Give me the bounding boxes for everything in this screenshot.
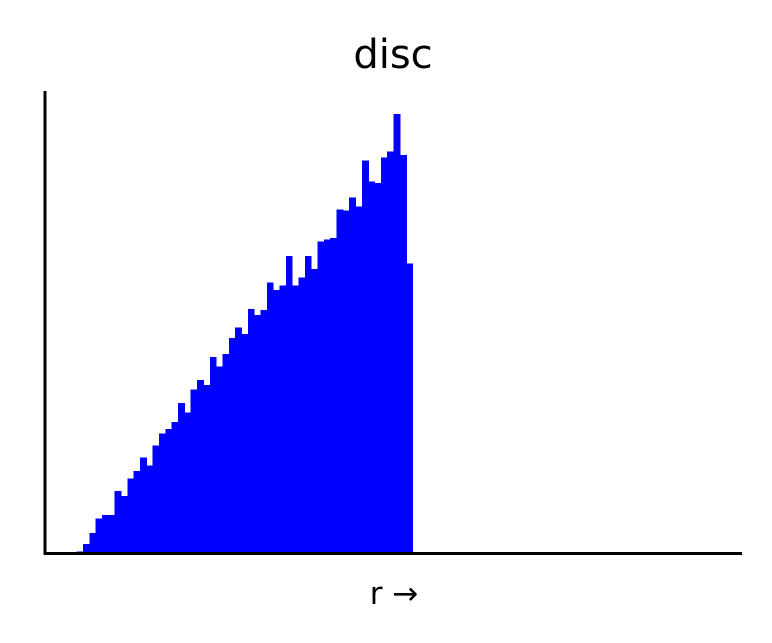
histogram-bar xyxy=(108,514,116,553)
histogram-bar xyxy=(114,491,122,553)
histogram-bar xyxy=(292,285,300,553)
histogram-bar xyxy=(254,315,262,553)
histogram-bar xyxy=(361,160,369,553)
histogram-bar xyxy=(171,422,179,553)
histogram-bar xyxy=(178,402,185,553)
histogram-bar xyxy=(102,514,109,553)
histogram-bar xyxy=(184,412,192,553)
histogram-bar xyxy=(317,241,325,553)
histogram-bar xyxy=(228,337,236,553)
histogram-bar xyxy=(336,209,344,553)
histogram-bar xyxy=(133,470,141,553)
histogram-bar xyxy=(95,518,103,553)
histogram-bar xyxy=(216,366,224,553)
histogram-bar xyxy=(311,268,319,553)
histogram-bar xyxy=(222,354,230,553)
histogram-bar xyxy=(406,263,414,553)
histogram-bar xyxy=(209,357,217,553)
histogram-bar xyxy=(241,333,249,553)
histogram-bar xyxy=(159,433,166,553)
histogram-bar xyxy=(380,157,388,553)
histogram-bar xyxy=(83,543,90,553)
histogram-bar xyxy=(355,206,363,553)
histogram-bar xyxy=(304,255,312,554)
histogram-bar xyxy=(197,380,205,553)
histogram-bar xyxy=(152,445,160,553)
histogram-bar xyxy=(368,181,376,554)
histogram-bar xyxy=(279,285,287,553)
histogram-bar xyxy=(146,465,154,553)
histogram-bar xyxy=(247,308,255,553)
histogram-bar xyxy=(342,210,350,553)
histogram-bar xyxy=(266,282,274,553)
histogram-bar xyxy=(190,389,198,553)
histogram-bars xyxy=(76,114,414,554)
histogram-bar xyxy=(127,478,135,553)
histogram-bar xyxy=(298,277,306,553)
histogram-bar xyxy=(260,309,268,553)
histogram-bar xyxy=(323,239,331,554)
histogram-bar xyxy=(121,495,128,553)
histogram-bar xyxy=(374,182,382,554)
histogram-bar xyxy=(387,151,395,553)
histogram-bar xyxy=(235,327,243,553)
histogram-bar xyxy=(285,256,293,553)
histogram-bar xyxy=(349,197,357,553)
chart-title: disc xyxy=(353,32,432,78)
histogram-bar xyxy=(140,457,147,553)
histogram-bar xyxy=(203,384,211,553)
histogram-bar xyxy=(89,532,97,553)
histogram-bar xyxy=(393,114,401,553)
x-axis-label: r → xyxy=(370,576,419,612)
histogram-bar xyxy=(273,290,281,553)
histogram-bar xyxy=(330,237,338,554)
histogram-bar xyxy=(399,154,407,553)
histogram-bar xyxy=(165,428,173,553)
